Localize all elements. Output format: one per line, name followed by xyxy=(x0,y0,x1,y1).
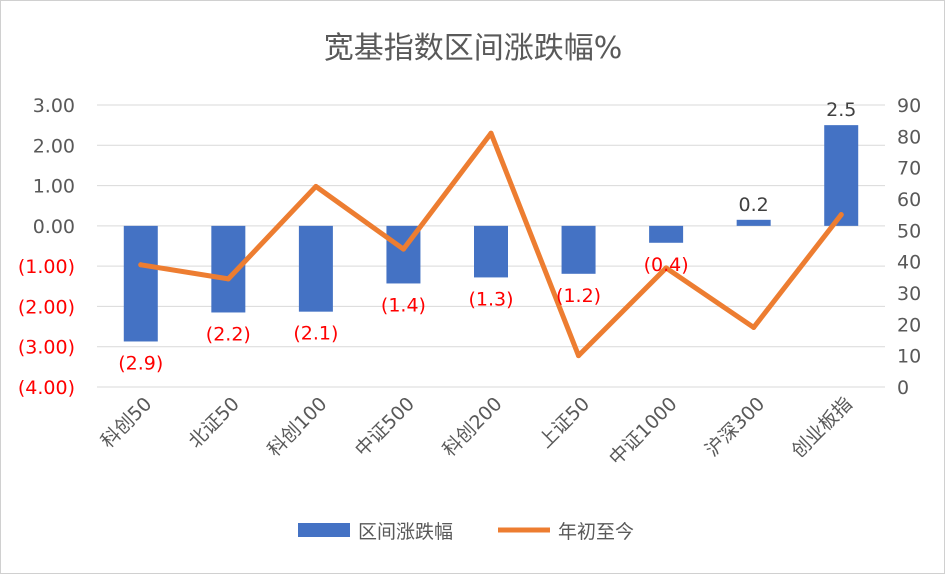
left-tick-label: (3.00) xyxy=(18,337,75,359)
bar xyxy=(123,225,158,342)
category-label: 中证500 xyxy=(351,393,419,461)
bar-data-label: (2.1) xyxy=(293,323,338,345)
right-tick-label: 50 xyxy=(897,220,921,242)
bar-data-label: 2.5 xyxy=(826,99,856,121)
right-tick-label: 90 xyxy=(897,95,921,117)
line-point xyxy=(576,353,582,359)
line-point xyxy=(400,246,406,252)
bar xyxy=(298,225,333,312)
line-point xyxy=(838,212,844,218)
category-label: 科创200 xyxy=(438,393,506,461)
line-point xyxy=(751,324,757,330)
bar-data-label: (0.4) xyxy=(644,254,689,276)
right-tick-label: 20 xyxy=(897,314,921,336)
right-tick-label: 40 xyxy=(897,252,921,274)
bar xyxy=(736,219,771,226)
right-axis: 0 10 20 30 40 50 60 70 80 90 xyxy=(897,95,921,399)
left-tick-label: 0.00 xyxy=(33,216,75,238)
right-tick-label: 0 xyxy=(897,377,909,399)
bar xyxy=(561,225,596,274)
left-tick-label: 3.00 xyxy=(33,95,75,117)
bar xyxy=(824,125,859,226)
line-point xyxy=(225,276,231,282)
right-tick-label: 60 xyxy=(897,189,921,211)
left-tick-label: 2.00 xyxy=(33,135,75,157)
bar-data-label: 0.2 xyxy=(739,194,769,216)
line-point xyxy=(663,265,669,271)
right-tick-label: 80 xyxy=(897,126,921,148)
legend: 区间涨跌幅 年初至今 xyxy=(298,521,634,543)
bar-data-label: (2.2) xyxy=(206,323,251,345)
bar-data-label: (1.4) xyxy=(381,294,426,316)
line-point xyxy=(313,183,319,189)
bar-data-label: (1.3) xyxy=(468,288,513,310)
legend-label-bar: 区间涨跌幅 xyxy=(358,521,453,543)
legend-label-line: 年初至今 xyxy=(558,521,634,543)
left-tick-label: 1.00 xyxy=(33,176,75,198)
bar xyxy=(649,225,684,243)
line-point xyxy=(138,262,144,268)
bar-data-label: (2.9) xyxy=(118,352,163,374)
category-label: 上证50 xyxy=(535,393,595,453)
category-label: 北证50 xyxy=(184,393,244,453)
bar-data-label: (1.2) xyxy=(556,285,601,307)
category-label: 科创50 xyxy=(97,393,157,453)
left-tick-label: (1.00) xyxy=(18,256,75,278)
category-label: 科创100 xyxy=(263,393,331,461)
left-axis: (4.00) (3.00) (2.00) (1.00) 0.00 1.00 2.00 3.00 xyxy=(18,95,75,399)
category-label: 沪深300 xyxy=(701,393,769,461)
category-axis: 科创50 北证50 科创100 中证500 科创200 上证50 中证1000 沪深300 创业… xyxy=(97,393,857,470)
left-tick-label: (2.00) xyxy=(18,296,75,318)
category-label: 中证1000 xyxy=(605,393,682,470)
data-labels: (2.9) (2.2) (2.1) (1.4) (1.3) (1.2) (0.4) 0.2 2.… xyxy=(118,99,856,374)
legend-swatch-bar xyxy=(298,523,350,537)
line-point xyxy=(488,130,494,136)
category-label: 创业板指 xyxy=(787,393,856,462)
left-tick-label: (4.00) xyxy=(18,377,75,399)
right-tick-label: 10 xyxy=(897,346,921,368)
right-tick-label: 30 xyxy=(897,283,921,305)
chart-title: 宽基指数区间涨跌幅% xyxy=(324,31,623,66)
right-tick-label: 70 xyxy=(897,158,921,180)
line-series xyxy=(138,130,844,359)
bar xyxy=(474,225,508,278)
